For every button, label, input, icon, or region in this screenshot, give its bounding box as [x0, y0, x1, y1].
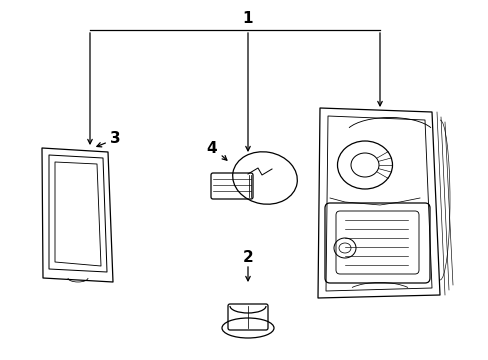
- Text: 1: 1: [242, 10, 253, 26]
- Text: 3: 3: [109, 131, 120, 145]
- Text: 2: 2: [242, 251, 253, 266]
- Text: 4: 4: [206, 140, 217, 156]
